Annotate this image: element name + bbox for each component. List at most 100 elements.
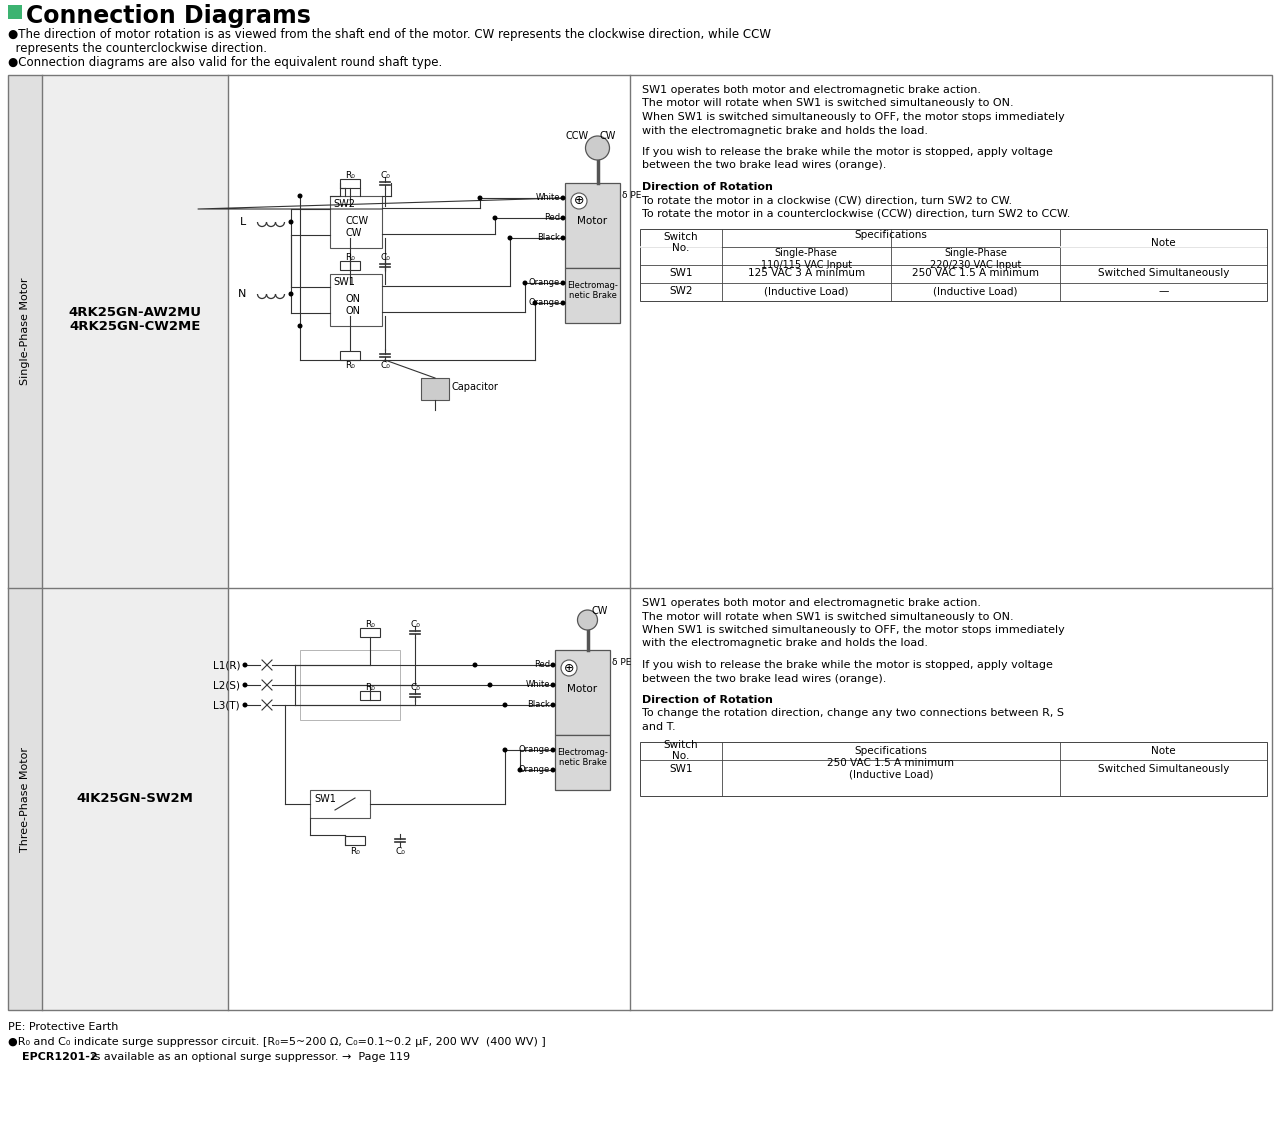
Bar xyxy=(310,790,370,818)
Text: ⊕: ⊕ xyxy=(573,195,584,207)
Text: SW1 operates both motor and electromagnetic brake action.: SW1 operates both motor and electromagne… xyxy=(643,85,980,95)
Bar xyxy=(564,183,620,268)
Text: Motor: Motor xyxy=(567,684,598,694)
Bar xyxy=(330,274,381,326)
Text: C₀: C₀ xyxy=(410,683,420,692)
Text: 125 VAC 3 A minimum: 125 VAC 3 A minimum xyxy=(748,269,865,278)
Text: between the two brake lead wires (orange).: between the two brake lead wires (orange… xyxy=(643,674,886,684)
Text: Orange: Orange xyxy=(518,745,550,754)
Bar xyxy=(8,75,42,1010)
Text: R₀: R₀ xyxy=(346,172,355,180)
Bar xyxy=(8,75,1272,1010)
Bar xyxy=(340,260,360,269)
Text: Connection Diagrams: Connection Diagrams xyxy=(26,4,311,28)
Text: C₀: C₀ xyxy=(410,620,420,629)
Text: CW: CW xyxy=(591,606,608,617)
Bar xyxy=(300,650,399,720)
Bar xyxy=(346,835,365,844)
Text: White: White xyxy=(526,680,550,689)
Text: Red: Red xyxy=(544,213,561,222)
Text: Orange: Orange xyxy=(529,298,561,307)
Circle shape xyxy=(522,280,527,286)
Text: CCW: CCW xyxy=(566,131,589,141)
Text: R₀: R₀ xyxy=(346,361,355,370)
Circle shape xyxy=(561,235,566,241)
Text: C₀: C₀ xyxy=(380,253,390,262)
Circle shape xyxy=(242,683,247,687)
Circle shape xyxy=(571,193,588,209)
Text: with the electromagnetic brake and holds the load.: with the electromagnetic brake and holds… xyxy=(643,126,928,136)
Circle shape xyxy=(561,660,577,676)
Text: ON: ON xyxy=(346,294,361,304)
Circle shape xyxy=(242,663,247,667)
Text: C₀: C₀ xyxy=(396,847,404,856)
Text: —: — xyxy=(1158,287,1169,296)
Text: Capacitor: Capacitor xyxy=(452,382,499,392)
Text: White: White xyxy=(535,193,561,202)
Text: R₀: R₀ xyxy=(365,620,375,629)
Bar xyxy=(330,196,381,248)
Text: The motor will rotate when SW1 is switched simultaneously to ON.: The motor will rotate when SW1 is switch… xyxy=(643,99,1014,109)
Circle shape xyxy=(242,703,247,707)
Text: 4IK25GN-SW2M: 4IK25GN-SW2M xyxy=(77,793,193,806)
Bar xyxy=(421,378,449,400)
Bar xyxy=(340,178,360,187)
Text: δ PE: δ PE xyxy=(612,658,631,667)
Circle shape xyxy=(503,748,507,752)
Text: SW1: SW1 xyxy=(314,794,335,804)
Circle shape xyxy=(550,768,556,772)
Text: C₀: C₀ xyxy=(380,172,390,180)
Text: with the electromagnetic brake and holds the load.: with the electromagnetic brake and holds… xyxy=(643,639,928,649)
Text: Black: Black xyxy=(527,700,550,708)
Text: Motor: Motor xyxy=(577,216,608,226)
Circle shape xyxy=(532,300,538,306)
Text: Note: Note xyxy=(1151,745,1176,756)
Text: and T.: and T. xyxy=(643,722,676,732)
Text: Single-Phase
110/115 VAC Input: Single-Phase 110/115 VAC Input xyxy=(760,249,851,270)
Text: SW1: SW1 xyxy=(669,763,692,773)
Circle shape xyxy=(493,215,498,221)
Text: 250 VAC 1.5 A minimum: 250 VAC 1.5 A minimum xyxy=(911,269,1039,278)
Text: ●R₀ and C₀ indicate surge suppressor circuit. [R₀=5~200 Ω, C₀=0.1~0.2 μF, 200 WV: ●R₀ and C₀ indicate surge suppressor cir… xyxy=(8,1037,545,1047)
Circle shape xyxy=(561,280,566,286)
Text: R₀: R₀ xyxy=(346,253,355,262)
Circle shape xyxy=(297,324,302,328)
Text: is available as an optional surge suppressor. →  Page 119: is available as an optional surge suppre… xyxy=(88,1051,410,1062)
Circle shape xyxy=(550,703,556,707)
Text: ●The direction of motor rotation is as viewed from the shaft end of the motor. C: ●The direction of motor rotation is as v… xyxy=(8,28,771,41)
Circle shape xyxy=(517,768,522,772)
Text: Single-Phase Motor: Single-Phase Motor xyxy=(20,278,29,386)
Circle shape xyxy=(477,195,483,201)
Text: L2(S): L2(S) xyxy=(212,680,241,691)
Text: To change the rotation direction, change any two connections between R, S: To change the rotation direction, change… xyxy=(643,708,1064,719)
Text: If you wish to release the brake while the motor is stopped, apply voltage: If you wish to release the brake while t… xyxy=(643,660,1053,670)
Bar xyxy=(228,75,1272,1010)
Text: 4RK25GN-AW2MU
4RK25GN-CW2ME: 4RK25GN-AW2MU 4RK25GN-CW2ME xyxy=(69,306,201,334)
Text: Orange: Orange xyxy=(529,278,561,287)
Text: The motor will rotate when SW1 is switched simultaneously to ON.: The motor will rotate when SW1 is switch… xyxy=(643,611,1014,621)
Text: Switch
No.: Switch No. xyxy=(663,740,698,761)
Circle shape xyxy=(561,300,566,306)
Text: SW1: SW1 xyxy=(333,277,355,287)
Bar xyxy=(340,351,360,360)
Circle shape xyxy=(550,748,556,752)
Text: SW2: SW2 xyxy=(333,200,355,209)
Text: EPCR1201-2: EPCR1201-2 xyxy=(22,1051,97,1062)
Circle shape xyxy=(488,683,493,687)
Text: Red: Red xyxy=(534,660,550,669)
Bar xyxy=(42,75,228,1010)
Text: Specifications: Specifications xyxy=(854,231,927,241)
Text: R₀: R₀ xyxy=(365,683,375,692)
Text: L: L xyxy=(239,217,246,226)
Circle shape xyxy=(288,220,293,224)
Text: SW2: SW2 xyxy=(669,287,692,296)
Text: N: N xyxy=(238,289,246,299)
Circle shape xyxy=(585,136,609,160)
Text: ON: ON xyxy=(346,306,361,316)
Bar xyxy=(564,268,620,323)
Bar xyxy=(360,628,380,637)
Text: To rotate the motor in a counterclockwise (CCW) direction, turn SW2 to CCW.: To rotate the motor in a counterclockwis… xyxy=(643,209,1070,219)
Text: ●Connection diagrams are also valid for the equivalent round shaft type.: ●Connection diagrams are also valid for … xyxy=(8,56,443,70)
Text: Switched Simultaneously: Switched Simultaneously xyxy=(1098,763,1229,773)
Bar xyxy=(556,650,611,735)
